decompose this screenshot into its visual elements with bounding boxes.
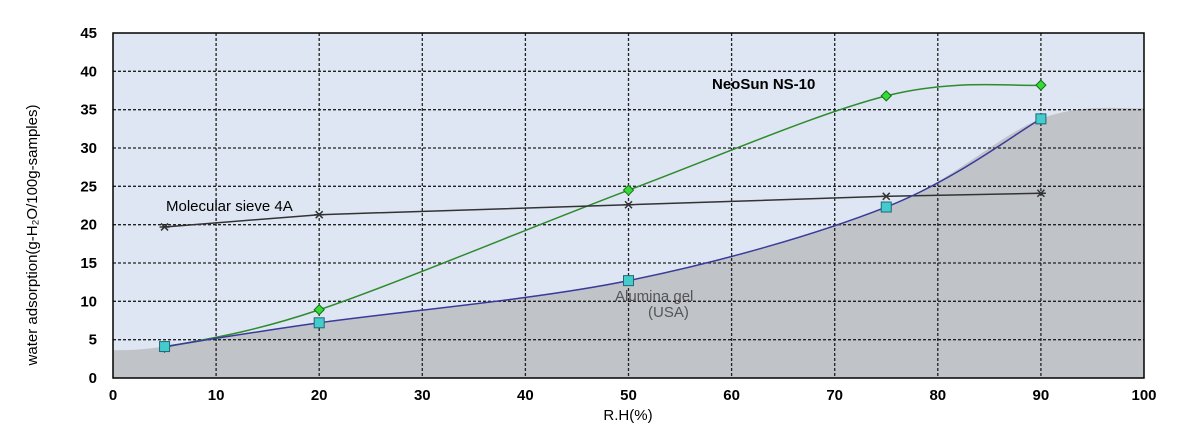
shaded-area (113, 107, 1144, 378)
x-tick-label: 100 (1131, 387, 1156, 404)
square-marker (313, 317, 325, 329)
y-tick-label: 5 (89, 332, 97, 349)
annotation-alumina-gel: Alumina gel (615, 288, 693, 305)
annotation-alumina-usa: (USA) (648, 304, 689, 321)
series-markers (158, 79, 1047, 354)
annotation-neosun: NeoSun NS-10 (712, 76, 815, 93)
square-marker (623, 275, 634, 287)
diamond-marker (313, 304, 325, 316)
star-marker (159, 222, 170, 231)
star-marker (1035, 189, 1046, 198)
x-tick-label: 70 (826, 387, 843, 404)
x-tick-label: 60 (723, 387, 740, 404)
x-tick-label: 80 (929, 387, 946, 404)
x-tick-label: 10 (208, 387, 225, 404)
diamond-marker (1035, 79, 1047, 91)
y-tick-label: 20 (80, 217, 97, 234)
plot-border (112, 32, 1145, 379)
star-marker (881, 192, 892, 201)
x-axis-title: R.H(%) (603, 407, 652, 424)
star-marker (314, 210, 325, 219)
y-tick-label: 15 (80, 255, 97, 272)
y-tick-labels: 0 5 10 15 20 25 30 35 40 45 (80, 25, 97, 387)
y-tick-label: 30 (80, 140, 97, 157)
x-tick-label: 40 (517, 387, 534, 404)
x-tick-label: 20 (311, 387, 328, 404)
y-tick-label: 10 (80, 293, 97, 310)
y-tick-label: 40 (80, 63, 97, 80)
annotation-molecular-sieve: Molecular sieve 4A (166, 198, 293, 215)
y-tick-label: 25 (80, 178, 97, 195)
x-tick-label: 90 (1033, 387, 1050, 404)
y-tick-label: 0 (89, 370, 97, 387)
square-marker (1035, 113, 1047, 125)
x-tick-labels: 0 10 20 30 40 50 60 70 80 90 100 (109, 387, 1157, 404)
y-tick-label: 35 (80, 102, 97, 119)
square-marker (159, 341, 171, 353)
x-tick-label: 30 (414, 387, 431, 404)
y-axis-title: water adsorption(g-H₂O/100g-samples) (24, 105, 41, 367)
x-tick-label: 0 (109, 387, 117, 404)
diamond-marker (622, 184, 635, 196)
x-tick-label: 50 (620, 387, 637, 404)
square-marker (880, 201, 892, 213)
star-marker (623, 200, 634, 209)
diamond-marker (880, 90, 892, 102)
y-tick-label: 45 (80, 25, 97, 42)
